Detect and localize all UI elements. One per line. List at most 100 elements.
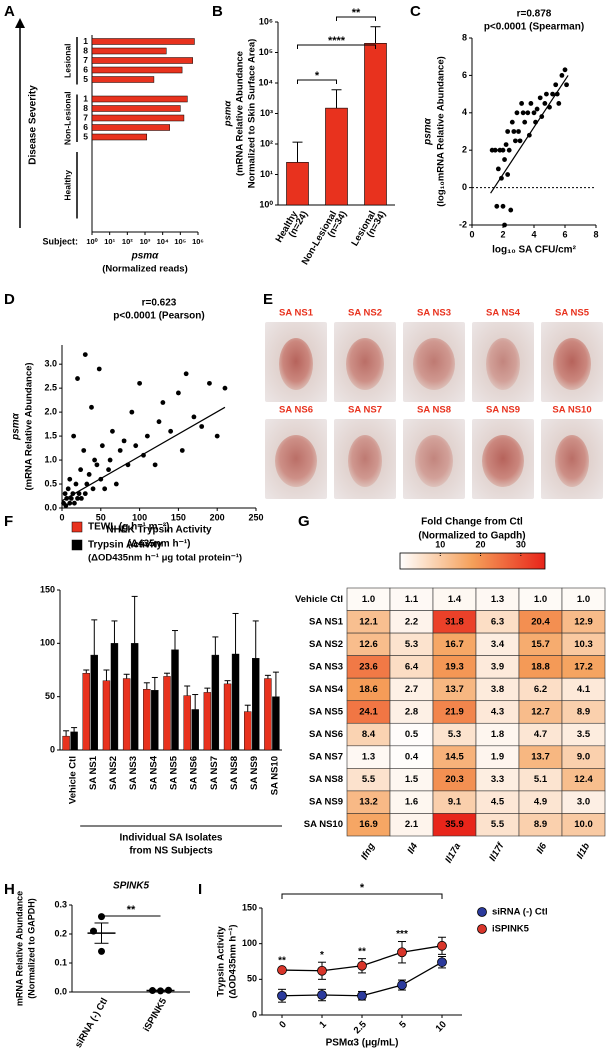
y-tick-label: 8 xyxy=(462,32,467,42)
x-label: log₁₀ SA CFU/cm² xyxy=(492,245,576,256)
photo-label: SA NS9 xyxy=(486,405,520,416)
bar xyxy=(203,692,212,751)
point xyxy=(160,400,166,405)
cell-label: 4.5 xyxy=(491,797,505,808)
lesion xyxy=(275,435,317,487)
point xyxy=(500,147,506,153)
bar xyxy=(223,683,232,751)
x-label: (Δ435nm h⁻¹) xyxy=(127,539,190,550)
cell-label: 0.5 xyxy=(405,729,419,740)
photo-label: SA NS8 xyxy=(417,405,451,416)
error-bar xyxy=(272,671,279,697)
photo xyxy=(265,322,327,402)
point xyxy=(199,424,205,429)
y-tick-label: 0.0 xyxy=(44,502,57,512)
point xyxy=(495,166,501,172)
cell-label: 8.9 xyxy=(534,819,547,830)
cell-label: 4.3 xyxy=(491,707,504,718)
colorbar-tick-label: 30 xyxy=(516,539,526,549)
cell-label: 31.8 xyxy=(445,616,464,627)
y-tick-label: 10¹ xyxy=(260,169,273,179)
bar xyxy=(151,690,159,751)
photo-label: SA NS6 xyxy=(279,405,313,416)
point xyxy=(176,390,181,396)
significance-label: * xyxy=(315,70,320,82)
point xyxy=(559,73,565,78)
x-label: NHEK Trypsin Activity xyxy=(106,525,212,536)
cell-label: 10.0 xyxy=(574,819,593,830)
annotation: p<0.0001 (Spearman) xyxy=(484,22,584,33)
cell-label: 5.1 xyxy=(534,774,548,785)
point xyxy=(102,486,108,492)
bar xyxy=(325,107,348,206)
x-tick-label: SA NS3 xyxy=(128,756,139,790)
point xyxy=(564,82,569,88)
photo xyxy=(472,419,534,499)
x-label: (Normalized reads) xyxy=(102,264,188,275)
column-label: Il4 xyxy=(405,841,420,856)
error-bar xyxy=(370,26,381,44)
bar xyxy=(171,649,179,751)
column-label: Il1b xyxy=(575,841,593,861)
point xyxy=(72,500,77,506)
error-bar xyxy=(71,727,78,732)
cell-label: 20.4 xyxy=(531,616,550,627)
y-tick-label: 100 xyxy=(40,638,55,648)
x-tick-label: 0 xyxy=(59,512,64,522)
bar xyxy=(91,38,195,45)
cell-label: 16.7 xyxy=(445,639,464,650)
point xyxy=(82,352,88,357)
y-label: Disease Severity xyxy=(28,85,39,165)
point xyxy=(492,147,498,153)
photo xyxy=(403,322,465,402)
cell-label: 9.1 xyxy=(448,797,462,808)
panel-label: H xyxy=(4,881,15,898)
error-bar xyxy=(192,694,199,710)
cell-label: 1.1 xyxy=(405,594,419,605)
row-label: SA NS6 xyxy=(309,729,343,740)
lesion xyxy=(413,338,455,390)
point xyxy=(90,486,96,492)
cell-label: 3.5 xyxy=(577,729,591,740)
cell-label: 4.7 xyxy=(534,729,547,740)
cell-label: 8.9 xyxy=(577,707,590,718)
significance-label: ** xyxy=(127,904,136,916)
colorbar-tick-label: 20 xyxy=(476,539,486,549)
bar xyxy=(91,105,181,112)
bar xyxy=(252,658,260,751)
cell-label: 20.3 xyxy=(445,774,464,785)
error-bar xyxy=(292,141,303,163)
point xyxy=(222,385,228,391)
cell-label: 13.7 xyxy=(531,752,550,763)
cell-label: 5.5 xyxy=(362,774,376,785)
lesion xyxy=(348,435,382,487)
bar xyxy=(91,95,188,103)
x-tick-label: SA NS7 xyxy=(209,756,220,790)
cell-label: 4.9 xyxy=(534,797,547,808)
y-label: Normalized to Skin Surface Area) xyxy=(247,39,258,189)
point xyxy=(317,965,327,976)
lesion xyxy=(555,435,589,487)
error-bar xyxy=(143,682,150,690)
point xyxy=(509,119,515,125)
y-label: (mRNA Relative Abundance) xyxy=(24,362,35,490)
significance-bracket xyxy=(297,44,376,49)
point xyxy=(78,467,84,473)
point xyxy=(277,990,287,1001)
y-tick-label: 0.0 xyxy=(54,986,67,996)
bar xyxy=(264,678,272,751)
bar xyxy=(130,643,139,751)
point xyxy=(516,129,521,134)
lesion xyxy=(279,338,313,390)
x-tick-label: 2.5 xyxy=(352,1019,370,1037)
row-label: SA NS7 xyxy=(309,752,343,763)
point xyxy=(542,101,548,106)
column-label: Ifng xyxy=(359,841,377,862)
cell-label: 19.3 xyxy=(445,661,464,672)
cell-label: 18.6 xyxy=(359,684,378,695)
annotation: r=0.878 xyxy=(517,9,552,20)
cell-label: 16.9 xyxy=(359,819,378,830)
point xyxy=(75,376,80,381)
y-tick-label: 0.3 xyxy=(54,899,67,909)
point xyxy=(519,101,524,106)
